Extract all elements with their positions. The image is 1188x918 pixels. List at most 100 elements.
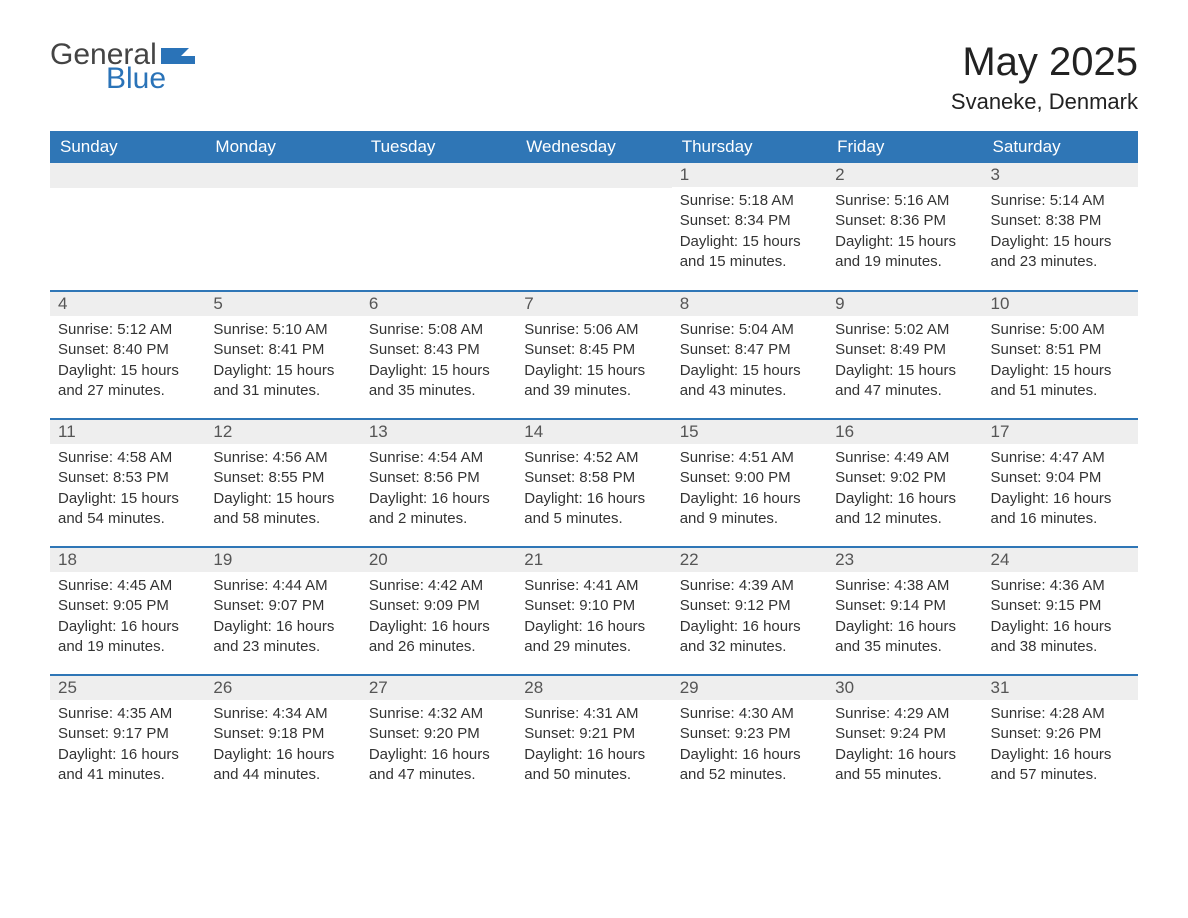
day-cell: 19Sunrise: 4:44 AMSunset: 9:07 PMDayligh… [205,547,360,675]
day-cell: 3Sunrise: 5:14 AMSunset: 8:38 PMDaylight… [983,163,1138,291]
day-number: 19 [205,548,360,572]
day-details: Sunrise: 4:36 AMSunset: 9:15 PMDaylight:… [983,572,1138,665]
daylight-line: Daylight: 16 hours and 23 minutes. [213,617,352,658]
sunrise-line: Sunrise: 4:47 AM [991,448,1130,468]
sunrise-line: Sunrise: 5:06 AM [524,320,663,340]
day-cell: 25Sunrise: 4:35 AMSunset: 9:17 PMDayligh… [50,675,205,803]
day-details: Sunrise: 4:54 AMSunset: 8:56 PMDaylight:… [361,444,516,537]
day-number: 24 [983,548,1138,572]
sunset-line: Sunset: 9:12 PM [680,596,819,616]
day-details: Sunrise: 4:38 AMSunset: 9:14 PMDaylight:… [827,572,982,665]
sunset-line: Sunset: 9:17 PM [58,724,197,744]
day-details: Sunrise: 4:52 AMSunset: 8:58 PMDaylight:… [516,444,671,537]
sunrise-line: Sunrise: 4:54 AM [369,448,508,468]
sunrise-line: Sunrise: 4:51 AM [680,448,819,468]
day-cell [205,163,360,291]
day-number: 10 [983,292,1138,316]
daylight-line: Daylight: 15 hours and 54 minutes. [58,489,197,530]
daylight-line: Daylight: 16 hours and 57 minutes. [991,745,1130,786]
day-cell [516,163,671,291]
sunset-line: Sunset: 9:09 PM [369,596,508,616]
daylight-line: Daylight: 16 hours and 12 minutes. [835,489,974,530]
sunset-line: Sunset: 8:51 PM [991,340,1130,360]
daylight-line: Daylight: 16 hours and 52 minutes. [680,745,819,786]
weekday-wednesday: Wednesday [516,131,671,163]
sunrise-line: Sunrise: 4:45 AM [58,576,197,596]
day-cell: 2 Sunrise: 5:16 AMSunset: 8:36 PMDaylight… [827,163,982,291]
day-cell [50,163,205,291]
sunset-line: Sunset: 9:10 PM [524,596,663,616]
day-number-empty [516,163,671,188]
sunrise-line: Sunrise: 5:18 AM [680,191,819,211]
day-number: 15 [672,420,827,444]
sunrise-line: Sunrise: 5:10 AM [213,320,352,340]
sunset-line: Sunset: 9:18 PM [213,724,352,744]
daylight-line: Daylight: 15 hours and 27 minutes. [58,361,197,402]
sunrise-line: Sunrise: 4:52 AM [524,448,663,468]
daylight-line: Daylight: 16 hours and 55 minutes. [835,745,974,786]
sunrise-line: Sunrise: 4:42 AM [369,576,508,596]
day-details: Sunrise: 5:12 AMSunset: 8:40 PMDaylight:… [50,316,205,409]
day-number: 6 [361,292,516,316]
daylight-line: Daylight: 15 hours and 19 minutes. [835,232,974,273]
weekday-tuesday: Tuesday [361,131,516,163]
sunrise-line: Sunrise: 5:08 AM [369,320,508,340]
day-details: Sunrise: 5:00 AMSunset: 8:51 PMDaylight:… [983,316,1138,409]
sunset-line: Sunset: 9:15 PM [991,596,1130,616]
day-details: Sunrise: 5:06 AMSunset: 8:45 PMDaylight:… [516,316,671,409]
day-details: Sunrise: 5:08 AMSunset: 8:43 PMDaylight:… [361,316,516,409]
sunset-line: Sunset: 8:40 PM [58,340,197,360]
day-number: 29 [672,676,827,700]
day-cell: 9Sunrise: 5:02 AMSunset: 8:49 PMDaylight… [827,291,982,419]
header: General Blue May 2025 Svaneke, Denmark [50,40,1138,115]
day-details: Sunrise: 4:35 AMSunset: 9:17 PMDaylight:… [50,700,205,793]
daylight-line: Daylight: 16 hours and 9 minutes. [680,489,819,530]
day-cell [361,163,516,291]
sunrise-line: Sunrise: 5:16 AM [835,191,974,211]
sunset-line: Sunset: 9:20 PM [369,724,508,744]
day-number: 22 [672,548,827,572]
sunrise-line: Sunrise: 4:44 AM [213,576,352,596]
sunset-line: Sunset: 8:36 PM [835,211,974,231]
sunset-line: Sunset: 8:34 PM [680,211,819,231]
sunset-line: Sunset: 8:47 PM [680,340,819,360]
daylight-line: Daylight: 16 hours and 47 minutes. [369,745,508,786]
daylight-line: Daylight: 16 hours and 38 minutes. [991,617,1130,658]
daylight-line: Daylight: 15 hours and 31 minutes. [213,361,352,402]
day-number: 31 [983,676,1138,700]
day-cell: 21Sunrise: 4:41 AMSunset: 9:10 PMDayligh… [516,547,671,675]
sunrise-line: Sunrise: 4:32 AM [369,704,508,724]
day-details: Sunrise: 4:49 AMSunset: 9:02 PMDaylight:… [827,444,982,537]
day-number-empty [50,163,205,188]
day-details: Sunrise: 4:32 AMSunset: 9:20 PMDaylight:… [361,700,516,793]
daylight-line: Daylight: 15 hours and 47 minutes. [835,361,974,402]
sunrise-line: Sunrise: 5:02 AM [835,320,974,340]
day-cell: 8Sunrise: 5:04 AMSunset: 8:47 PMDaylight… [672,291,827,419]
day-cell: 16Sunrise: 4:49 AMSunset: 9:02 PMDayligh… [827,419,982,547]
sunrise-line: Sunrise: 4:35 AM [58,704,197,724]
daylight-line: Daylight: 16 hours and 44 minutes. [213,745,352,786]
day-number: 7 [516,292,671,316]
daylight-line: Daylight: 16 hours and 26 minutes. [369,617,508,658]
weekday-friday: Friday [827,131,982,163]
day-number: 3 [983,163,1138,187]
day-details: Sunrise: 5:18 AMSunset: 8:34 PMDaylight:… [672,187,827,280]
sunset-line: Sunset: 9:21 PM [524,724,663,744]
sunrise-line: Sunrise: 4:30 AM [680,704,819,724]
day-number-empty [361,163,516,188]
day-cell: 13Sunrise: 4:54 AMSunset: 8:56 PMDayligh… [361,419,516,547]
daylight-line: Daylight: 16 hours and 35 minutes. [835,617,974,658]
sunset-line: Sunset: 9:14 PM [835,596,974,616]
weekday-thursday: Thursday [672,131,827,163]
sunrise-line: Sunrise: 5:04 AM [680,320,819,340]
day-number: 2 [827,163,982,187]
day-number: 5 [205,292,360,316]
day-number: 28 [516,676,671,700]
day-cell: 1Sunrise: 5:18 AMSunset: 8:34 PMDaylight… [672,163,827,291]
sunrise-line: Sunrise: 4:49 AM [835,448,974,468]
day-details: Sunrise: 4:47 AMSunset: 9:04 PMDaylight:… [983,444,1138,537]
day-cell: 20Sunrise: 4:42 AMSunset: 9:09 PMDayligh… [361,547,516,675]
day-details: Sunrise: 4:44 AMSunset: 9:07 PMDaylight:… [205,572,360,665]
sunrise-line: Sunrise: 5:00 AM [991,320,1130,340]
day-number: 25 [50,676,205,700]
